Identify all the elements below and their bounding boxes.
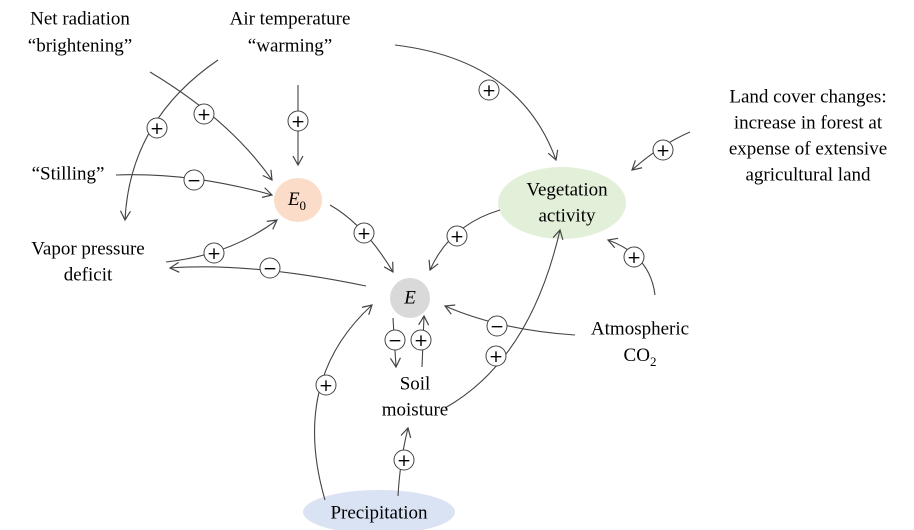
node-label: activity: [539, 205, 596, 226]
sign-circle: [446, 225, 468, 247]
sign: +: [397, 451, 411, 471]
vegetation-bubble: [498, 167, 626, 239]
sign-circle: [183, 169, 205, 191]
sign: +: [150, 119, 164, 139]
node-label: “warming”: [248, 35, 332, 56]
sign: +: [450, 227, 464, 247]
sign-circle: [384, 329, 406, 351]
arrow: [149, 71, 273, 182]
e-bubble: [390, 278, 430, 318]
arrow: [314, 304, 373, 501]
node-label: deficit: [64, 264, 113, 285]
sign: −: [187, 171, 201, 191]
sign: +: [656, 141, 670, 161]
node-label: Soil: [400, 373, 431, 394]
node-label: “brightening”: [28, 35, 132, 56]
node-label: Net radiation: [30, 8, 130, 29]
sign: +: [627, 248, 641, 268]
sign-circle: [623, 246, 645, 268]
sign: −: [490, 317, 504, 337]
node-label: Air temperature: [230, 8, 351, 29]
node-label: Precipitation: [330, 502, 428, 523]
arrow: [168, 261, 367, 287]
arrow: [165, 219, 278, 263]
node-label: moisture: [382, 399, 449, 420]
arrow: [443, 304, 576, 336]
node-label-sub: 0: [300, 198, 307, 213]
arrow: [119, 59, 219, 222]
node-label: expense of extensive: [729, 138, 887, 159]
sign-circle: [393, 449, 415, 471]
sign-circle: [485, 345, 507, 367]
precipitation-bubble: [303, 490, 455, 530]
sign-circle: [315, 374, 337, 396]
node-label: E0: [287, 189, 306, 213]
node-label: increase in forest at: [734, 112, 883, 133]
sign-circle: [193, 103, 215, 125]
e0-bubble: [274, 178, 322, 222]
sign-circle: [203, 242, 225, 264]
sign-circle: [652, 139, 674, 161]
node-label-text: E: [287, 189, 300, 210]
sign-circle: [259, 257, 281, 279]
sign: +: [489, 347, 503, 367]
node-label: E: [403, 287, 416, 308]
sign-circle: [478, 79, 500, 101]
sign: +: [357, 224, 371, 244]
sign: +: [291, 112, 305, 132]
sign: +: [197, 105, 211, 125]
sign-circle: [146, 117, 168, 139]
node-label: agricultural land: [745, 164, 871, 185]
arrow: [394, 44, 559, 162]
sign: +: [414, 331, 428, 351]
arrow: [444, 228, 564, 409]
sign: −: [263, 259, 277, 279]
sign: +: [319, 376, 333, 396]
node-label-sub: 2: [650, 354, 657, 369]
node-label: CO2: [624, 345, 657, 369]
sign-circle: [287, 110, 309, 132]
node-label: “Stilling”: [32, 163, 105, 184]
sign: +: [207, 244, 221, 264]
sign: −: [388, 331, 402, 351]
node-label: Vapor pressure: [31, 238, 144, 259]
sign: +: [482, 81, 496, 101]
node-label: Atmospheric: [591, 318, 689, 339]
sign-circle: [353, 222, 375, 244]
sign-circle: [486, 315, 508, 337]
sign-circle: [410, 329, 432, 351]
node-label-text: CO: [624, 345, 650, 366]
node-label: Vegetation: [526, 179, 608, 200]
node-label: Land cover changes:: [729, 86, 886, 107]
